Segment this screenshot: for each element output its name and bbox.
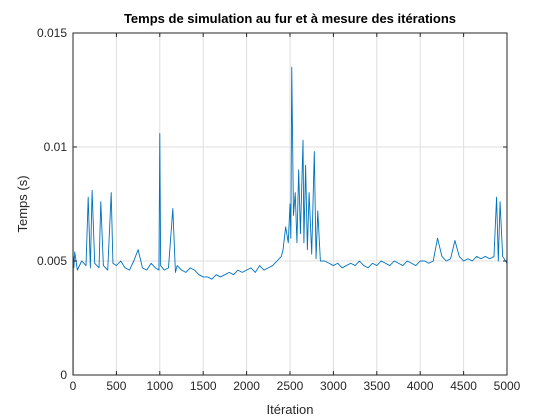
y-axis-ticks: 0 0.005 0.01 0.015 (37, 26, 507, 382)
x-tick-label: 2500 (277, 379, 304, 393)
x-axis-ticks: 0 500 1000 1500 2000 2500 3000 3500 4000 4500 5000 (70, 33, 521, 393)
x-tick-label: 4000 (407, 379, 434, 393)
y-tick-label: 0 (60, 368, 67, 382)
x-tick-label: 3500 (363, 379, 390, 393)
series-line-0 (72, 32, 508, 376)
x-tick-label: 4500 (450, 379, 477, 393)
x-tick-label: 2000 (233, 379, 260, 393)
y-tick-label: 0.01 (44, 140, 68, 154)
x-tick-label: 1500 (190, 379, 217, 393)
x-tick-label: 500 (106, 379, 126, 393)
x-tick-label: 0 (70, 379, 77, 393)
series-layer (72, 32, 508, 376)
chart-title: Temps de simulation au fur et à mesure d… (124, 11, 456, 26)
x-tick-label: 3000 (320, 379, 347, 393)
y-tick-label: 0.005 (37, 254, 67, 268)
x-tick-label: 1000 (146, 379, 173, 393)
y-axis-label: Temps (s) (15, 175, 30, 232)
x-tick-label: 5000 (494, 379, 521, 393)
x-axis-label: Itération (267, 402, 314, 417)
y-tick-label: 0.015 (37, 26, 67, 40)
